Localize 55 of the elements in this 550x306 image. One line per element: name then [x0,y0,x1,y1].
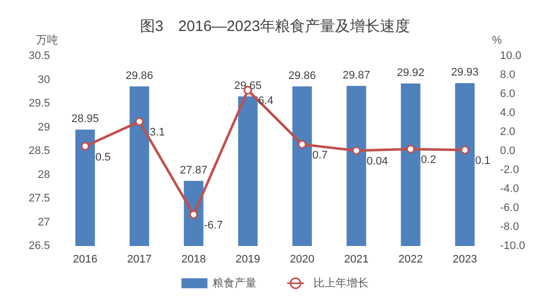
legend-label: 粮食产量 [212,276,256,290]
y-tick-label: 27 [38,216,50,228]
x-tick-label: 2021 [344,254,369,266]
point [406,144,415,154]
x-tick-label: 2018 [181,254,206,266]
x-tick-label: 2019 [236,254,260,266]
point [352,146,361,155]
y-tick-label: 27.5 [28,192,50,204]
data-label: 0.04 [366,156,388,168]
y2-tick-label: 10.0 [500,50,522,62]
data-label: 3.1 [150,126,165,139]
x-tick-label: 2023 [452,254,478,266]
y2-tick-label: -2.0 [500,164,519,176]
y-tick-label: 26.5 [28,240,50,252]
data-label: 29.92 [396,67,424,80]
point [189,210,198,219]
data-label: 0.1 [475,155,490,168]
y-tick-label: 29.5 [28,98,50,110]
data-label: 29.86 [126,70,154,82]
y2-tick-label: 4.0 [500,107,516,119]
y2-tick-label: -4.0 [500,183,519,195]
data-label: 29.93 [451,66,479,79]
y2-tick-label: -10.0 [500,240,526,252]
x-tick-label: 2016 [72,254,98,266]
y-tick-label: 28 [38,168,50,181]
y2-tick-label: -6.0 [500,202,519,214]
data-label: 29.65 [234,80,262,92]
point [460,146,470,154]
point [298,140,306,149]
y-tick-label: 30 [38,74,50,86]
y-tick-label: 29 [38,121,50,134]
data-label: 0.5 [95,151,111,164]
chart-title: 图3 2016—2023年粮食产量及增长速度 [140,18,410,35]
data-label: 0.2 [420,154,436,166]
y2-tick-label: 2.0 [500,126,516,138]
y-tick-label: 30.5 [28,50,50,62]
point [80,142,90,150]
x-tick-label: 2020 [290,254,314,266]
y2-tick-label: -8.0 [500,221,519,233]
data-label: 29.87 [342,69,370,82]
y2-tick-label: 0.0 [500,145,516,157]
data-label: -6.7 [204,220,223,232]
y2-axis-title: % [492,34,502,46]
x-tick-label: 2022 [398,254,423,266]
y2-tick-label: 6.0 [500,88,516,100]
data-label: 27.87 [180,164,208,176]
data-label: 29.86 [288,70,316,82]
data-label: 28.95 [71,113,99,126]
point [135,117,144,126]
y-axis-title: 万吨 [36,34,58,46]
x-tick-label: 2017 [127,254,152,266]
y-tick-label: 28.5 [28,145,50,157]
data-label: 0.7 [312,149,328,162]
y2-tick-label: 8.0 [500,69,516,81]
legend-label: 比上年增长 [314,276,369,290]
